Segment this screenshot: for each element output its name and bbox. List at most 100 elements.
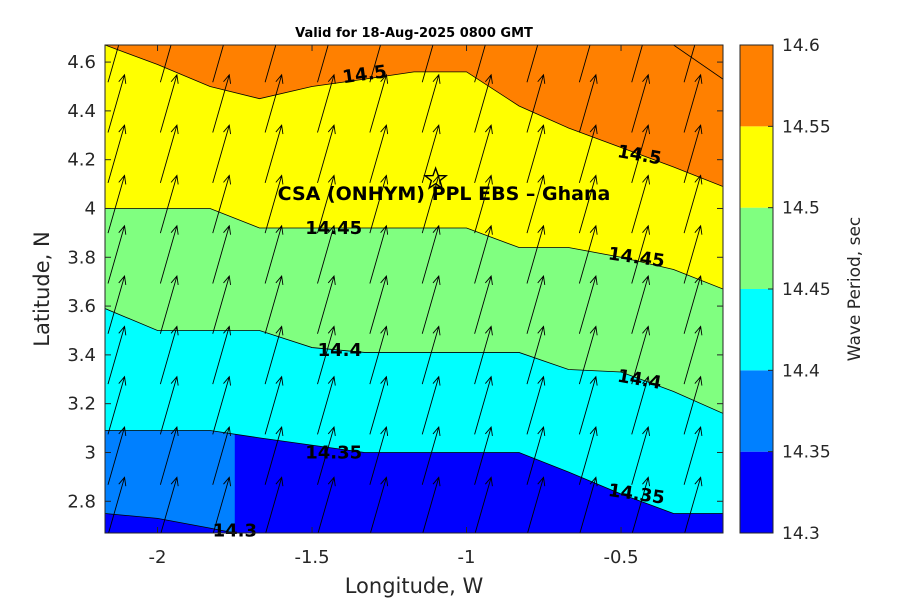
wave-arrow bbox=[421, 325, 441, 385]
wave-arrow bbox=[736, 0, 754, 32]
wave-arrow bbox=[631, 174, 650, 234]
wave-arrow bbox=[369, 425, 389, 485]
wave-arrow bbox=[265, 0, 283, 32]
wave-arrow bbox=[317, 224, 336, 284]
wave-arrow bbox=[631, 224, 650, 284]
wave-arrow bbox=[683, 325, 703, 385]
wave-arrow bbox=[107, 425, 127, 485]
wave-arrow bbox=[160, 476, 179, 533]
x-tick-label: -1.5 bbox=[294, 547, 329, 568]
chart-title: Valid for 18-Aug-2025 0800 GMT bbox=[295, 26, 533, 41]
wave-arrow bbox=[631, 375, 650, 435]
wave-arrow bbox=[264, 124, 284, 183]
wave-arrow bbox=[369, 224, 389, 284]
y-axis-title: Latitude, N bbox=[30, 231, 54, 347]
wave-arrow bbox=[683, 73, 703, 133]
wave-arrow bbox=[578, 124, 598, 183]
wave-arrow bbox=[107, 73, 127, 133]
wave-arrow bbox=[159, 174, 179, 234]
wave-arrow bbox=[317, 174, 336, 234]
wave-arrow bbox=[683, 425, 703, 485]
wave-arrow bbox=[159, 275, 179, 334]
wave-arrow bbox=[631, 425, 650, 485]
wave-arrow bbox=[160, 0, 178, 32]
wave-arrow bbox=[631, 73, 650, 133]
colorbar: 14.3 14.35 14.4 14.45 14.5 14.55 14.6 Wave Per… bbox=[739, 36, 865, 544]
wave-arrow bbox=[212, 476, 231, 533]
y-tick-label: 3.4 bbox=[67, 345, 96, 366]
wave-arrow bbox=[107, 325, 127, 385]
wave-arrow bbox=[579, 0, 597, 32]
colorbar-tick-label: 14.3 bbox=[782, 524, 820, 544]
wave-arrow bbox=[369, 45, 382, 83]
wave-arrow bbox=[684, 476, 703, 533]
wave-arrow bbox=[631, 275, 650, 334]
wave-arrow bbox=[107, 45, 120, 83]
wave-arrow bbox=[421, 124, 441, 183]
x-tick-label: -0.5 bbox=[603, 547, 638, 568]
wave-arrow bbox=[578, 425, 598, 485]
wave-arrow bbox=[212, 45, 224, 83]
wave-arrow bbox=[159, 45, 172, 83]
colorbar-block bbox=[740, 289, 773, 371]
wave-arrow bbox=[526, 425, 546, 485]
wave-arrow bbox=[421, 45, 434, 83]
wave-arrow bbox=[474, 73, 493, 133]
wave-arrow bbox=[213, 0, 231, 32]
site-star-marker bbox=[423, 166, 449, 190]
wave-arrow bbox=[369, 275, 389, 334]
y-tick-label: 4.2 bbox=[67, 150, 96, 171]
wave-arrow bbox=[107, 275, 127, 334]
wave-arrow bbox=[474, 174, 493, 234]
x-tick-label: -1 bbox=[458, 547, 476, 568]
colorbar-block bbox=[740, 126, 773, 208]
wave-arrow bbox=[526, 124, 546, 183]
wave-arrow bbox=[212, 275, 231, 334]
wave-arrow bbox=[107, 375, 127, 435]
wave-arrow bbox=[107, 174, 127, 234]
wave-arrow bbox=[578, 224, 598, 284]
wave-arrow bbox=[264, 425, 284, 485]
contour-label: 14.45 bbox=[305, 218, 362, 239]
wave-arrow bbox=[631, 325, 650, 385]
wave-arrow bbox=[264, 375, 284, 435]
wave-arrow bbox=[421, 375, 441, 435]
colorbar-ticks: 14.3 14.35 14.4 14.45 14.5 14.55 14.6 bbox=[768, 36, 831, 544]
wave-arrow bbox=[474, 224, 493, 284]
wave-arrow bbox=[317, 73, 336, 133]
wave-arrow bbox=[421, 275, 441, 334]
wave-arrow bbox=[264, 224, 284, 284]
colorbar-title: Wave Period, sec bbox=[845, 217, 865, 362]
wave-arrow bbox=[683, 45, 696, 83]
colorbar-block bbox=[740, 451, 773, 533]
wave-arrow bbox=[631, 45, 643, 83]
contour-line-14.55 bbox=[673, 45, 723, 80]
wave-arrow bbox=[683, 375, 703, 435]
colorbar-block bbox=[740, 207, 773, 289]
wave-arrow bbox=[578, 325, 598, 385]
wave-arrow bbox=[369, 174, 389, 234]
wave-arrow bbox=[578, 45, 591, 83]
colorbar-tick-label: 14.55 bbox=[782, 117, 831, 137]
plot-area: 14.314.3514.3514.414.414.4514.4514.514.5… bbox=[104, 0, 754, 542]
y-tick-label: 3.6 bbox=[67, 296, 96, 317]
wave-arrow bbox=[683, 174, 703, 234]
wave-arrow bbox=[317, 45, 329, 83]
wave-arrow bbox=[108, 0, 126, 32]
contour-label: 14.3 bbox=[213, 521, 257, 542]
wave-arrow bbox=[578, 73, 598, 133]
wave-arrow bbox=[474, 45, 486, 83]
y-tick-label: 3.2 bbox=[67, 394, 96, 415]
wave-arrow bbox=[369, 476, 389, 533]
wave-arrow bbox=[579, 476, 598, 533]
wave-arrow bbox=[159, 224, 179, 284]
wave-arrow bbox=[474, 425, 493, 485]
wave-arrow bbox=[212, 73, 231, 133]
wave-arrow bbox=[159, 73, 179, 133]
wave-arrow bbox=[421, 224, 441, 284]
wave-arrow bbox=[474, 375, 493, 435]
wave-arrow bbox=[526, 174, 546, 234]
wave-arrow bbox=[683, 275, 703, 334]
wave-arrow bbox=[317, 124, 336, 183]
